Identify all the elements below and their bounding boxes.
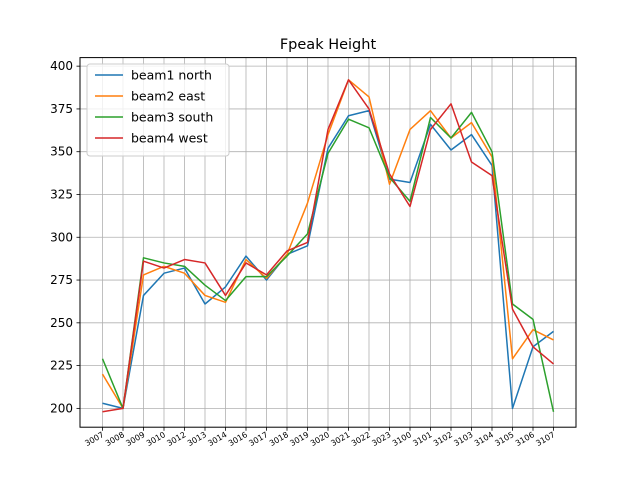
series-lines [101,79,555,413]
series-line-beam1-north [102,109,554,410]
y-tick-label: 250 [50,316,73,330]
legend-label: beam3 south [131,110,213,125]
legend-label: beam4 west [131,131,208,146]
y-tick-label: 200 [50,401,73,415]
legend-label: beam2 east [131,89,205,104]
legend-label: beam1 north [131,68,212,83]
y-tick-label: 225 [50,359,73,373]
y-axis: 200 225 250 275 300 325 350 375 400 [50,59,80,415]
series-line-beam2-east [101,79,554,410]
y-tick-label: 300 [50,230,73,244]
y-tick-label: 375 [50,102,73,116]
y-tick-label: 350 [50,145,73,159]
legend: beam1 north beam2 east beam3 south beam4 we… [86,63,230,157]
y-tick-label: 275 [50,273,73,287]
chart-title: Fpeak Height [280,37,377,53]
legend-box [86,63,230,157]
series-line-beam4-west [102,79,554,413]
series-line-beam3-south [101,111,555,412]
y-tick-label: 325 [50,187,73,201]
y-tick-label: 400 [50,59,73,73]
